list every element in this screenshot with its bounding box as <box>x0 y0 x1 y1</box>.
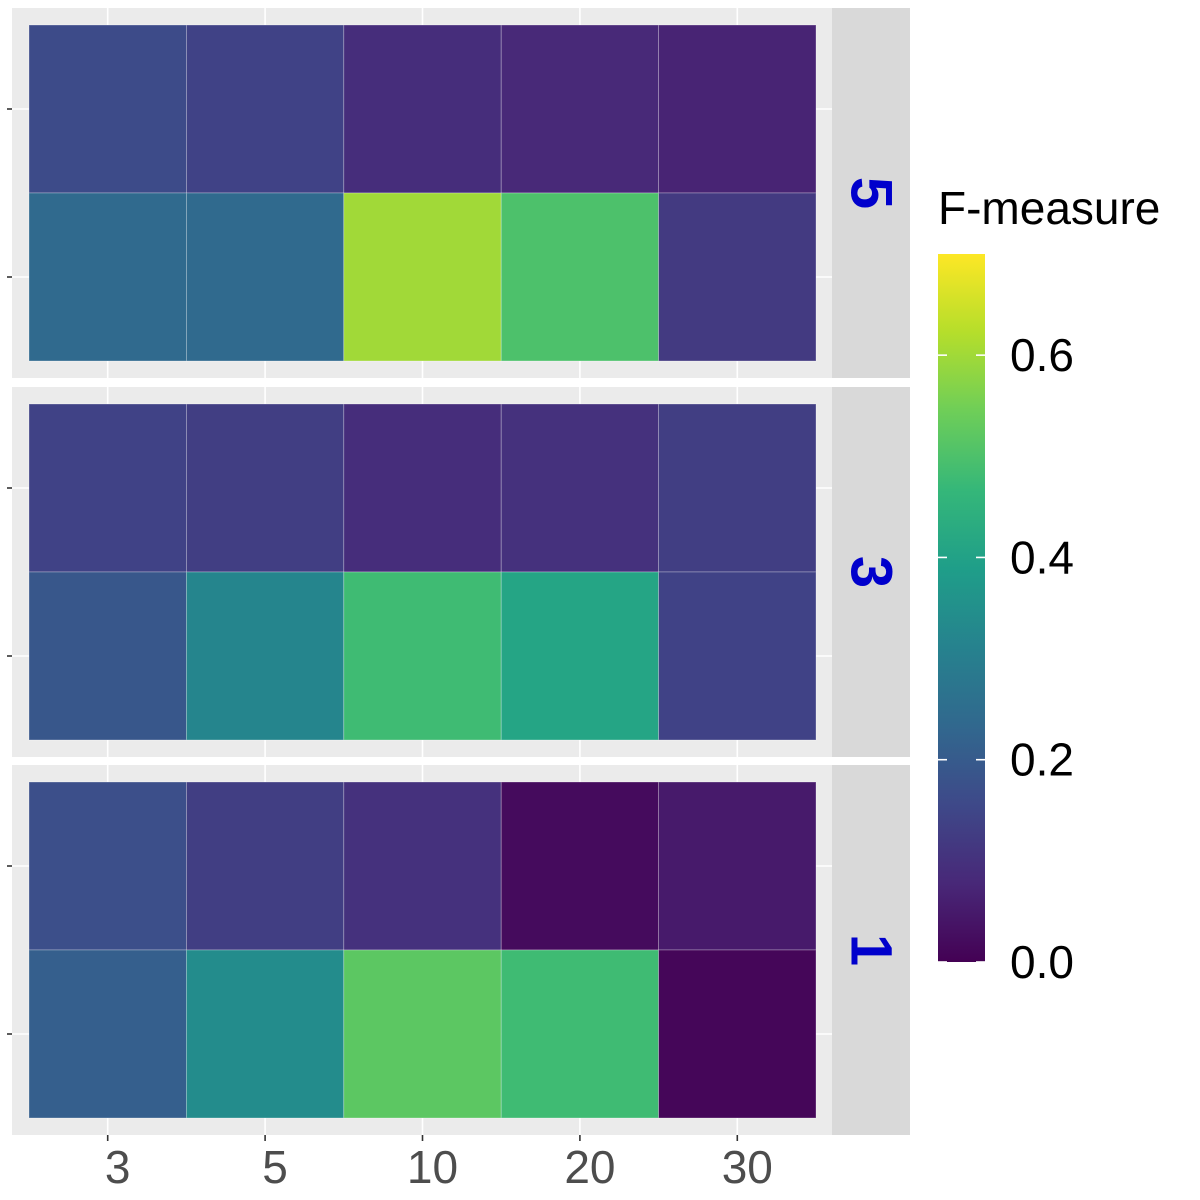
heatmap-tile <box>185 781 345 951</box>
legend-tick-label: 0.6 <box>1010 329 1074 381</box>
facet-panels: 5 3 1 <box>7 8 910 1135</box>
legend-title: F-measure <box>938 182 1160 234</box>
heatmap-tile <box>500 24 660 194</box>
heatmap-tile <box>658 781 817 951</box>
x-tick-label: 3 <box>105 1141 131 1193</box>
heatmap-tile <box>658 24 817 194</box>
heatmap-tile <box>500 781 660 951</box>
legend-ticks: 0.0 0.2 0.4 0.6 <box>938 329 1074 988</box>
color-legend: F-measure 0.0 0.2 0.4 0.6 <box>938 182 1160 988</box>
heatmap-tile <box>28 403 187 573</box>
heatmap-tile <box>658 949 817 1119</box>
legend-tick-label: 0.0 <box>1010 936 1074 988</box>
heatmap-tile <box>658 192 817 362</box>
heatmap-tile <box>658 571 817 741</box>
heatmap-tile <box>185 24 345 194</box>
facet-strip-label: 1 <box>839 934 904 966</box>
heatmap-tile <box>500 571 660 741</box>
heatmap-tile <box>28 192 187 362</box>
heatmap-tile <box>343 192 502 362</box>
heatmap-tile <box>343 781 502 951</box>
facet-strip-label: 5 <box>839 177 904 209</box>
heatmap-tile <box>343 571 502 741</box>
heatmap-tile <box>658 403 817 573</box>
heatmap-tile <box>185 571 345 741</box>
legend-tick-label: 0.2 <box>1010 734 1074 786</box>
heatmap-tile <box>343 949 502 1119</box>
heatmap-tile <box>500 403 660 573</box>
heatmap-tile <box>343 24 502 194</box>
facet-strip-label: 3 <box>839 556 904 588</box>
facet-strip <box>832 387 910 757</box>
x-axis: 3 5 10 20 30 <box>105 1135 773 1193</box>
heatmap-tile <box>500 192 660 362</box>
heatmap-tile <box>28 949 187 1119</box>
heatmap-tile <box>28 781 187 951</box>
legend-tick-label: 0.4 <box>1010 531 1074 583</box>
heatmap-tile <box>343 403 502 573</box>
heatmap-tile <box>28 571 187 741</box>
facet-panel-1: 1 <box>7 765 910 1135</box>
heatmap-tile <box>28 24 187 194</box>
legend-colorbar <box>938 254 985 962</box>
x-tick-label: 20 <box>564 1141 615 1193</box>
facet-strip <box>832 765 910 1135</box>
x-tick-label: 10 <box>407 1141 458 1193</box>
facet-panel-5: 5 <box>7 8 910 378</box>
heatmap-tile <box>185 949 345 1119</box>
facet-panel-3: 3 <box>7 387 910 757</box>
heatmap-tile <box>185 192 345 362</box>
heatmap-tile <box>500 949 660 1119</box>
heatmap-tile <box>185 403 345 573</box>
facet-strip <box>832 8 910 378</box>
x-tick-label: 5 <box>262 1141 288 1193</box>
x-tick-label: 30 <box>722 1141 773 1193</box>
